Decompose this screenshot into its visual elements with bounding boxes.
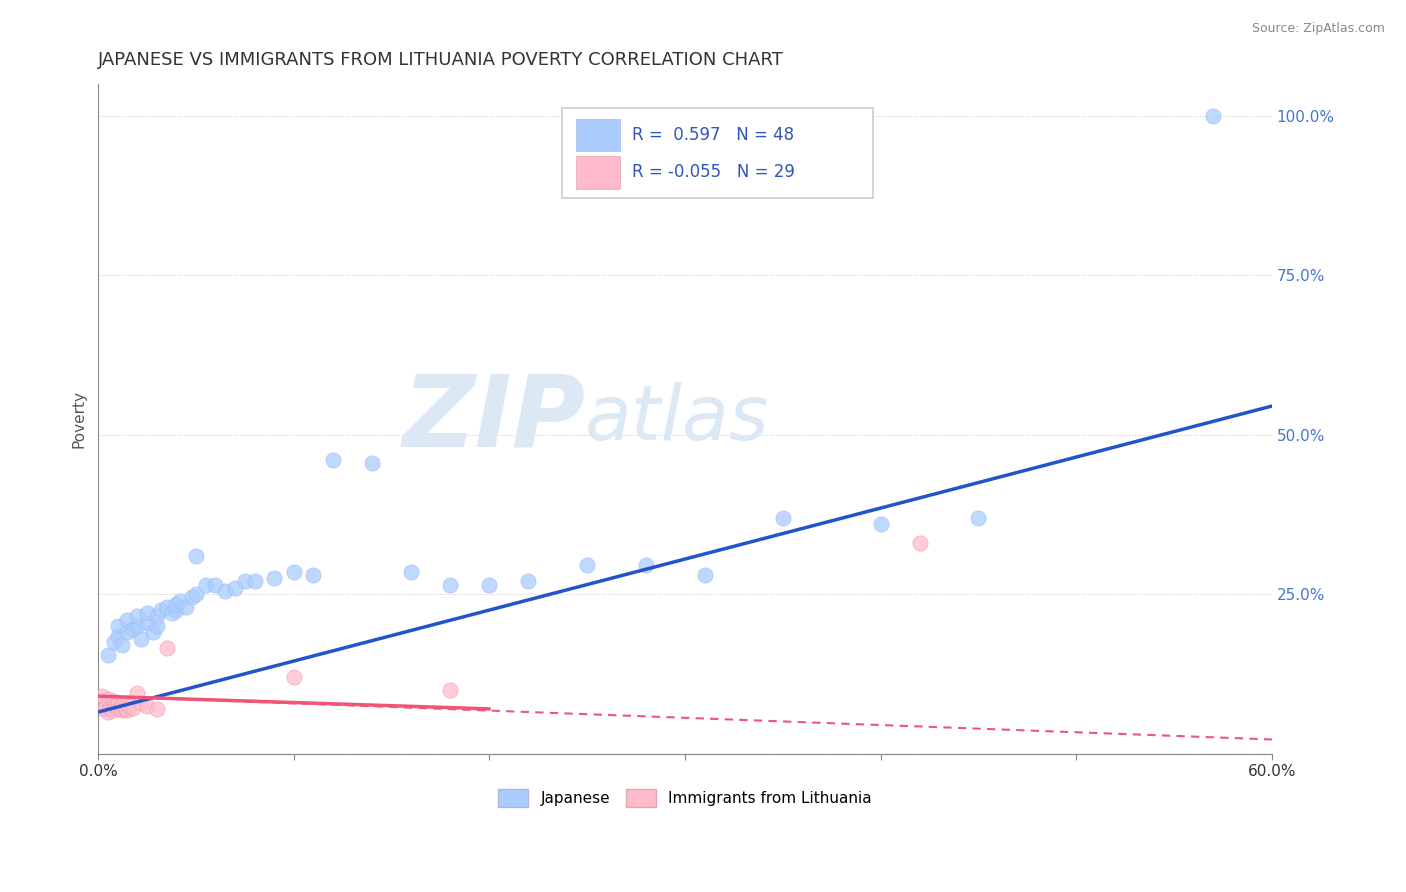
Point xyxy=(114,700,136,714)
Point xyxy=(149,603,172,617)
Point xyxy=(169,593,191,607)
Point xyxy=(204,577,226,591)
Point xyxy=(108,700,131,714)
Point xyxy=(136,698,159,713)
Point xyxy=(162,607,184,621)
Text: atlas: atlas xyxy=(585,382,769,456)
Point xyxy=(243,574,266,589)
Point xyxy=(93,702,115,716)
Point xyxy=(517,574,540,589)
Text: Source: ZipAtlas.com: Source: ZipAtlas.com xyxy=(1251,22,1385,36)
Point xyxy=(129,696,152,710)
Point xyxy=(107,702,129,716)
Text: R = -0.055   N = 29: R = -0.055 N = 29 xyxy=(633,163,794,181)
Point xyxy=(110,698,132,713)
Point xyxy=(233,574,256,589)
Point xyxy=(136,615,159,630)
Point xyxy=(184,587,207,601)
Point xyxy=(283,670,305,684)
Point xyxy=(110,703,132,717)
Point xyxy=(117,696,139,710)
Point xyxy=(224,581,246,595)
Point xyxy=(576,558,599,573)
Point xyxy=(772,510,794,524)
Point xyxy=(283,565,305,579)
Point xyxy=(142,625,165,640)
Point xyxy=(129,632,152,646)
Point xyxy=(117,703,139,717)
Point xyxy=(91,689,114,703)
Point xyxy=(127,619,149,633)
Point xyxy=(263,571,285,585)
Point xyxy=(439,577,461,591)
Point xyxy=(103,694,125,708)
Point xyxy=(107,696,129,710)
Point xyxy=(908,536,931,550)
Text: R =  0.597   N = 48: R = 0.597 N = 48 xyxy=(633,126,794,144)
Point xyxy=(869,516,891,531)
Y-axis label: Poverty: Poverty xyxy=(72,390,86,448)
Point xyxy=(693,568,716,582)
Point xyxy=(112,697,135,711)
Point xyxy=(98,700,121,714)
Point xyxy=(967,510,990,524)
Point xyxy=(214,583,236,598)
Point xyxy=(97,648,120,662)
Point xyxy=(97,692,120,706)
FancyBboxPatch shape xyxy=(562,108,873,198)
Point xyxy=(165,603,187,617)
Point xyxy=(361,457,384,471)
Point xyxy=(1202,109,1225,123)
Point xyxy=(107,619,129,633)
Legend: Japanese, Immigrants from Lithuania: Japanese, Immigrants from Lithuania xyxy=(492,783,879,813)
Point xyxy=(155,599,177,614)
Point xyxy=(97,705,120,719)
Point xyxy=(184,549,207,563)
Point xyxy=(127,686,149,700)
Point xyxy=(145,702,167,716)
Point xyxy=(478,577,501,591)
Point xyxy=(94,698,117,713)
Point xyxy=(107,629,129,643)
Point xyxy=(194,577,217,591)
Point xyxy=(122,622,145,636)
Point xyxy=(118,698,141,713)
Point xyxy=(136,607,159,621)
Point xyxy=(103,697,125,711)
FancyBboxPatch shape xyxy=(576,156,620,188)
Point xyxy=(145,609,167,624)
Point xyxy=(155,641,177,656)
Point xyxy=(117,625,139,640)
Point xyxy=(103,635,125,649)
FancyBboxPatch shape xyxy=(576,119,620,151)
Point xyxy=(181,591,204,605)
Point xyxy=(634,558,657,573)
Point xyxy=(122,700,145,714)
Point xyxy=(145,619,167,633)
Point xyxy=(117,613,139,627)
Point xyxy=(127,609,149,624)
Point xyxy=(110,638,132,652)
Point xyxy=(322,453,344,467)
Point xyxy=(100,703,122,717)
Point xyxy=(104,698,127,713)
Text: JAPANESE VS IMMIGRANTS FROM LITHUANIA POVERTY CORRELATION CHART: JAPANESE VS IMMIGRANTS FROM LITHUANIA PO… xyxy=(98,51,785,69)
Point xyxy=(439,682,461,697)
Point xyxy=(174,599,197,614)
Text: ZIP: ZIP xyxy=(402,370,585,467)
Point xyxy=(399,565,422,579)
Point xyxy=(302,568,325,582)
Point xyxy=(165,597,187,611)
